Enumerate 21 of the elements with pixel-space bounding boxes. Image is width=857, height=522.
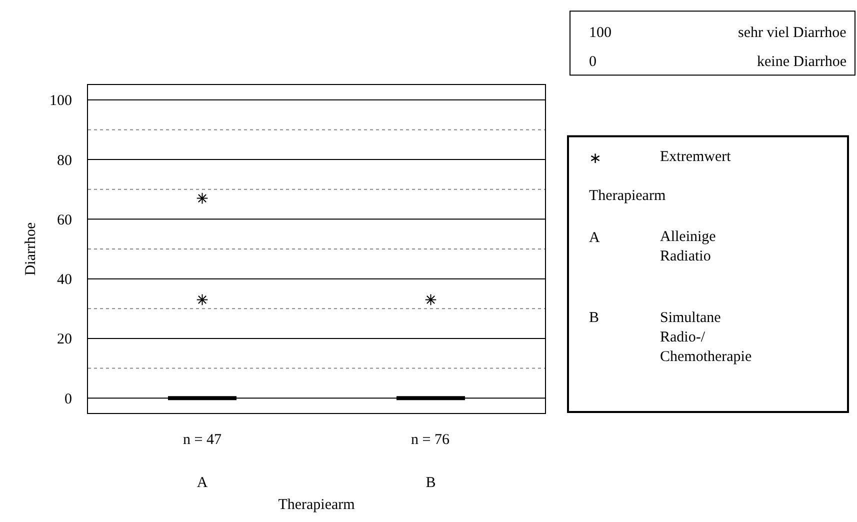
text: n = 47 (183, 432, 222, 448)
text: A (589, 230, 600, 246)
text: keine Diarrhoe (757, 54, 847, 70)
text: 0 (589, 54, 596, 70)
text: Extremwert (660, 149, 732, 165)
text: 100 (589, 25, 612, 41)
text: Simultane Radio-/ Chemotherapie (660, 310, 752, 365)
y-tick-label: 100 (50, 93, 72, 110)
y-tick-label: 60 (57, 212, 72, 228)
text: sehr viel Diarrhoe (738, 25, 847, 41)
text: Therapiearm (589, 188, 666, 204)
y-axis-title: Diarrhoe (22, 222, 39, 276)
y-tick-label: 0 (64, 391, 72, 408)
y-tick-label: 80 (57, 152, 72, 169)
text: Alleinige Radiatio (660, 229, 716, 264)
text: ∗ (589, 151, 602, 167)
text: n = 76 (411, 432, 450, 448)
x-axis-title: Therapiearm (278, 497, 356, 513)
y-tick-label: 40 (57, 272, 72, 288)
text: B (589, 310, 600, 326)
y-tick-label: 20 (57, 332, 72, 348)
